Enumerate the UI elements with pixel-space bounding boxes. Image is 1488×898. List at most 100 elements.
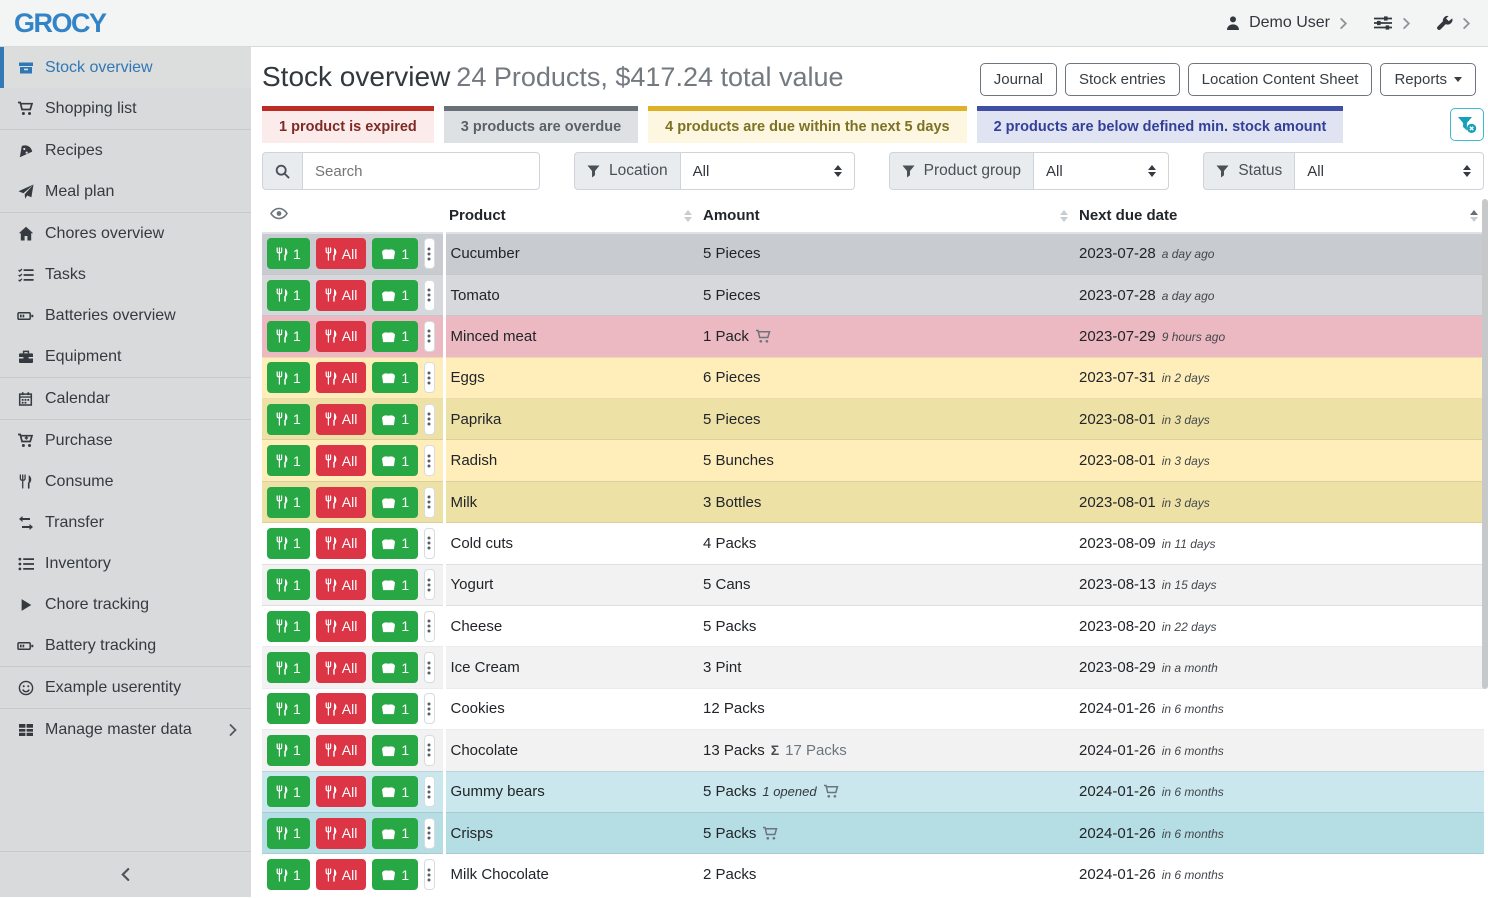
product-column-header[interactable]: Product	[444, 201, 698, 234]
row-more-button[interactable]	[424, 817, 435, 849]
product-name[interactable]: Cookies	[450, 700, 505, 718]
sidebar-item-chore-tracking[interactable]: Chore tracking	[0, 584, 251, 625]
consume-one-button[interactable]: 1	[267, 279, 310, 311]
row-more-button[interactable]	[424, 320, 435, 352]
open-one-button[interactable]: 1	[372, 279, 419, 311]
consume-one-button[interactable]: 1	[267, 362, 310, 394]
search-input[interactable]	[302, 152, 540, 190]
sidebar-item-purchase[interactable]: Purchase	[0, 420, 251, 461]
open-one-button[interactable]: 1	[372, 817, 419, 849]
banner-below-min-stock[interactable]: 2 products are below defined min. stock …	[976, 106, 1344, 143]
grocy-logo[interactable]: GROCY	[14, 7, 107, 38]
sidebar-item-calendar[interactable]: Calendar	[0, 378, 251, 419]
row-more-button[interactable]	[424, 279, 435, 311]
row-more-button[interactable]	[424, 693, 435, 725]
consume-one-button[interactable]: 1	[267, 486, 310, 518]
amount-column-header[interactable]: Amount	[698, 201, 1074, 234]
consume-one-button[interactable]: 1	[267, 403, 310, 435]
consume-one-button[interactable]: 1	[267, 734, 310, 766]
consume-one-button[interactable]: 1	[267, 859, 310, 891]
consume-one-button[interactable]: 1	[267, 569, 310, 601]
row-more-button[interactable]	[424, 238, 435, 270]
product-name[interactable]: Cucumber	[450, 245, 520, 263]
open-one-button[interactable]: 1	[372, 569, 419, 601]
open-one-button[interactable]: 1	[372, 610, 419, 642]
open-one-button[interactable]: 1	[372, 652, 419, 684]
sidebar-item-equipment[interactable]: Equipment	[0, 336, 251, 377]
row-more-button[interactable]	[424, 403, 435, 435]
sidebar-item-inventory[interactable]: Inventory	[0, 543, 251, 584]
consume-one-button[interactable]: 1	[267, 693, 310, 725]
product-name[interactable]: Tomato	[450, 286, 500, 304]
consume-all-button[interactable]: All	[315, 610, 367, 642]
consume-all-button[interactable]: All	[315, 817, 367, 849]
journal-button[interactable]: Journal	[979, 63, 1057, 96]
banner-due-soon[interactable]: 4 products are due within the next 5 day…	[648, 106, 967, 143]
open-one-button[interactable]: 1	[372, 693, 419, 725]
sidebar-item-example-userentity[interactable]: Example userentity	[0, 667, 251, 708]
admin-menu[interactable]	[1436, 15, 1472, 32]
product-name[interactable]: Milk	[450, 493, 478, 511]
row-more-button[interactable]	[424, 445, 435, 477]
sidebar-collapse-button[interactable]	[0, 851, 251, 897]
consume-one-button[interactable]: 1	[267, 652, 310, 684]
product-name[interactable]: Chocolate	[450, 741, 519, 759]
consume-one-button[interactable]: 1	[267, 610, 310, 642]
banner-overdue[interactable]: 3 products are overdue	[443, 106, 639, 143]
consume-all-button[interactable]: All	[315, 403, 367, 435]
product-name[interactable]: Eggs	[450, 369, 485, 387]
row-more-button[interactable]	[424, 734, 435, 766]
consume-all-button[interactable]: All	[315, 693, 367, 725]
product-group-filter-select[interactable]: All	[1033, 152, 1170, 190]
sidebar-item-recipes[interactable]: Recipes	[0, 130, 251, 171]
consume-all-button[interactable]: All	[315, 238, 367, 270]
open-one-button[interactable]: 1	[372, 486, 419, 518]
row-more-button[interactable]	[424, 486, 435, 518]
clear-filter-button[interactable]	[1450, 108, 1484, 141]
sidebar-item-chores-overview[interactable]: Chores overview	[0, 213, 251, 254]
product-name[interactable]: Gummy bears	[450, 783, 545, 801]
consume-one-button[interactable]: 1	[267, 320, 310, 352]
row-more-button[interactable]	[424, 527, 435, 559]
sidebar-item-battery-tracking[interactable]: Battery tracking	[0, 625, 251, 666]
product-name[interactable]: Paprika	[450, 410, 502, 428]
sidebar-item-manage-master-data[interactable]: Manage master data	[0, 709, 251, 750]
sidebar-item-batteries-overview[interactable]: Batteries overview	[0, 295, 251, 336]
settings-menu[interactable]	[1373, 15, 1412, 31]
sidebar-item-meal-plan[interactable]: Meal plan	[0, 171, 251, 212]
consume-all-button[interactable]: All	[315, 776, 367, 808]
consume-all-button[interactable]: All	[315, 734, 367, 766]
product-name[interactable]: Milk Chocolate	[450, 866, 549, 884]
product-name[interactable]: Minced meat	[450, 327, 537, 345]
sidebar-item-tasks[interactable]: Tasks	[0, 254, 251, 295]
consume-all-button[interactable]: All	[315, 527, 367, 559]
user-menu[interactable]: Demo User	[1225, 14, 1349, 32]
product-name[interactable]: Yogurt	[450, 576, 494, 594]
product-name[interactable]: Cold cuts	[450, 534, 514, 552]
open-one-button[interactable]: 1	[372, 527, 419, 559]
consume-all-button[interactable]: All	[315, 445, 367, 477]
consume-one-button[interactable]: 1	[267, 238, 310, 270]
consume-one-button[interactable]: 1	[267, 817, 310, 849]
column-visibility-header[interactable]	[262, 201, 444, 234]
banner-expired[interactable]: 1 product is expired	[262, 106, 434, 143]
row-more-button[interactable]	[424, 610, 435, 642]
consume-one-button[interactable]: 1	[267, 445, 310, 477]
row-more-button[interactable]	[424, 859, 435, 891]
consume-all-button[interactable]: All	[315, 279, 367, 311]
sidebar-item-consume[interactable]: Consume	[0, 461, 251, 502]
stock-entries-button[interactable]: Stock entries	[1064, 63, 1180, 96]
open-one-button[interactable]: 1	[372, 362, 419, 394]
row-more-button[interactable]	[424, 652, 435, 684]
consume-all-button[interactable]: All	[315, 652, 367, 684]
consume-one-button[interactable]: 1	[267, 527, 310, 559]
scrollbar-thumb[interactable]	[1482, 199, 1488, 689]
status-filter-select[interactable]: All	[1294, 152, 1485, 190]
open-one-button[interactable]: 1	[372, 320, 419, 352]
row-more-button[interactable]	[424, 362, 435, 394]
product-name[interactable]: Ice Cream	[450, 659, 520, 677]
consume-all-button[interactable]: All	[315, 486, 367, 518]
consume-one-button[interactable]: 1	[267, 776, 310, 808]
sidebar-item-shopping-list[interactable]: Shopping list	[0, 88, 251, 129]
open-one-button[interactable]: 1	[372, 403, 419, 435]
